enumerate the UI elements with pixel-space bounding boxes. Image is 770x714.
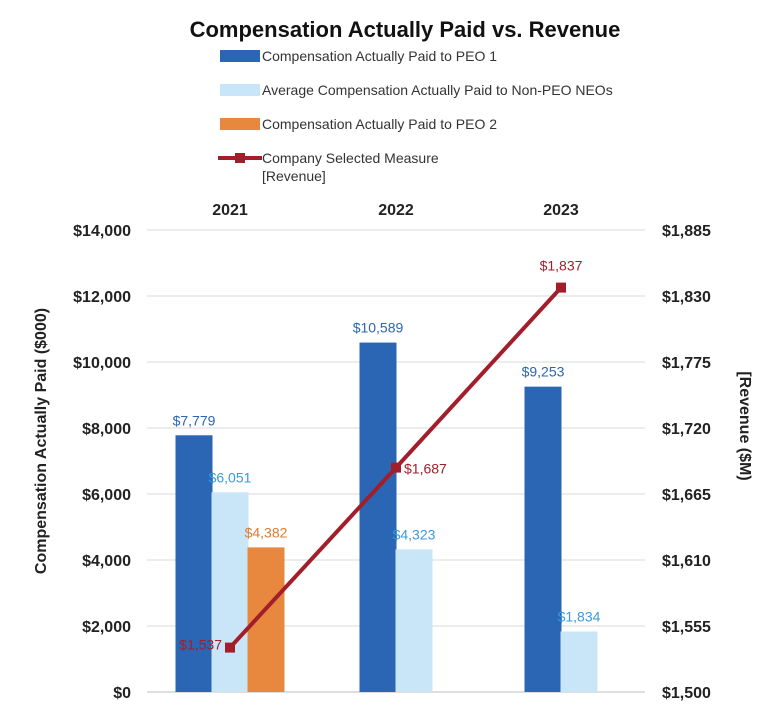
- revenue-data-label: $1,537: [179, 637, 222, 653]
- bar: [211, 492, 249, 692]
- category-labels: 2021 2022 2023: [212, 202, 579, 219]
- y-tick-label: $0: [113, 685, 131, 702]
- revenue-point-marker: [225, 642, 235, 653]
- data-labels: $7,779 $10,589 $9,253 $6,051 $4,323 $1,834 $4,…: [173, 258, 601, 653]
- bar-data-label: $7,779: [173, 412, 216, 428]
- bar-data-label: $6,051: [209, 469, 252, 485]
- revenue-point-marker: [556, 282, 566, 293]
- y2-tick-label: $1,610: [662, 553, 711, 570]
- legend-label: Average Compensation Actually Paid to No…: [262, 82, 613, 98]
- revenue-line: [225, 282, 566, 653]
- category-label: 2022: [378, 202, 414, 219]
- y2-tick-label: $1,555: [662, 619, 711, 636]
- chart-title: Compensation Actually Paid vs. Revenue: [190, 17, 621, 42]
- y-tick-label: $2,000: [82, 619, 131, 636]
- y2-tick-label: $1,665: [662, 487, 711, 504]
- legend-label: Company Selected Measure: [262, 150, 439, 166]
- y-tick-label: $8,000: [82, 421, 131, 438]
- category-label: 2021: [212, 202, 248, 219]
- y-tick-label: $6,000: [82, 487, 131, 504]
- y2-tick-label: $1,720: [662, 421, 711, 438]
- y-tick-label: $12,000: [73, 289, 131, 306]
- legend-swatch: [220, 84, 260, 96]
- y-tick-label: $14,000: [73, 223, 131, 240]
- bar: [175, 435, 213, 692]
- bar-data-label: $1,834: [558, 608, 601, 624]
- y2-tick-label: $1,775: [662, 355, 711, 372]
- y-axis-ticks: $0 $2,000 $4,000 $6,000 $8,000 $10,000 $12,000…: [73, 223, 131, 702]
- y2-tick-label: $1,885: [662, 223, 711, 240]
- y-tick-label: $4,000: [82, 553, 131, 570]
- legend-swatch: [220, 118, 260, 130]
- category-label: 2023: [543, 202, 579, 219]
- bar-data-label: $4,323: [393, 526, 436, 542]
- legend-swatch: [220, 50, 260, 62]
- bar: [560, 631, 598, 692]
- bar: [395, 549, 433, 692]
- y-tick-label: $10,000: [73, 355, 131, 372]
- bar: [524, 386, 562, 692]
- revenue-point-marker: [391, 462, 401, 473]
- y2-axis-title: [Revenue ($M): [736, 371, 753, 480]
- legend-line-marker: [235, 153, 245, 163]
- y2-tick-label: $1,830: [662, 289, 711, 306]
- y-axis-title: Compensation Actually Paid ($000): [33, 308, 50, 574]
- bar-data-label: $4,382: [245, 524, 288, 540]
- bar-data-label: $10,589: [353, 320, 404, 336]
- revenue-data-label: $1,687: [404, 461, 447, 477]
- legend-label-line2: [Revenue]: [262, 168, 326, 184]
- y2-tick-label: $1,500: [662, 685, 711, 702]
- y2-axis-ticks: $1,500 $1,555 $1,610 $1,665 $1,720 $1,775 $1,8…: [662, 223, 711, 702]
- bar: [359, 342, 397, 692]
- bars: [175, 342, 598, 692]
- bar-data-label: $9,253: [522, 364, 565, 380]
- legend-label: Compensation Actually Paid to PEO 1: [262, 48, 497, 64]
- legend: Compensation Actually Paid to PEO 1 Avera…: [218, 48, 613, 184]
- legend-label: Compensation Actually Paid to PEO 2: [262, 116, 497, 132]
- revenue-data-label: $1,837: [540, 258, 583, 274]
